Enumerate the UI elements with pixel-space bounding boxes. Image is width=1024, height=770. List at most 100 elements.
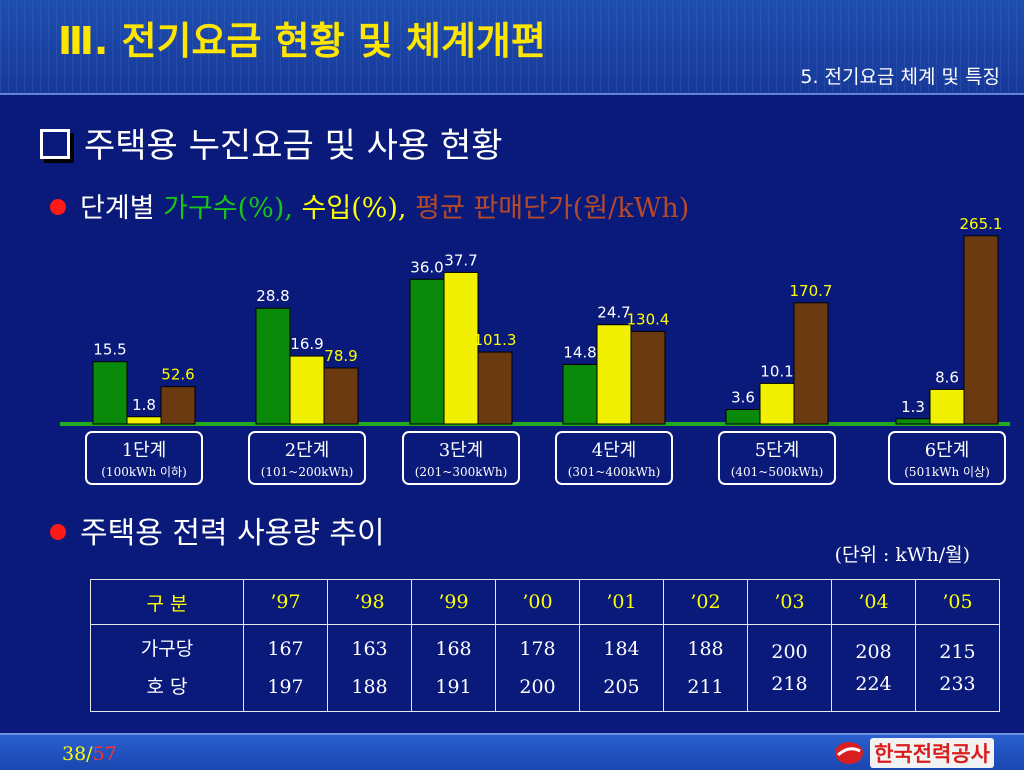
tier-label: 5단계 [755, 440, 800, 461]
tier-range-label: (501kWh 이상) [904, 465, 990, 479]
bar-price [323, 367, 359, 425]
bar-households [725, 409, 761, 425]
bar-revenue [759, 382, 795, 425]
cell-value: 205 [603, 676, 640, 698]
cell-value: 167 [267, 638, 304, 660]
tier-label: 3단계 [439, 440, 484, 461]
tier-range-label: (101~200kWh) [261, 465, 354, 479]
row-label-per-house: 호 당 [146, 676, 188, 698]
tier-label-box [248, 431, 366, 485]
company-logo: 한국전력공사 [834, 738, 994, 768]
data-label-households: 14.8 [563, 344, 596, 362]
section-heading-progressive-rates: 주택용 누진요금 및 사용 현황 [40, 118, 503, 167]
cell-value: 178 [519, 638, 556, 660]
page-number: 38/57 [62, 743, 117, 765]
bar-revenue [929, 388, 965, 425]
tier-range-label: (100kWh 이하) [101, 465, 187, 479]
kepco-logo-icon [835, 742, 864, 764]
tier-label: 1단계 [122, 440, 167, 461]
section1-title: 주택용 누진요금 및 사용 현황 [84, 126, 503, 166]
table-header-cell: 구 분 [90, 579, 244, 625]
data-label-revenue: 24.7 [597, 304, 630, 322]
table-cell-04: 208 224 [831, 624, 916, 712]
subhead-prefix: 단계별 [80, 193, 164, 224]
bar-revenue [289, 355, 325, 425]
tier-range-label: (201~300kWh) [415, 465, 508, 479]
bar-households [92, 361, 128, 425]
table-header-cell: ’02 [663, 579, 748, 625]
tier-label-box [85, 431, 203, 485]
cell-value: 191 [435, 676, 472, 698]
cell-value: 200 [771, 641, 808, 663]
table-cell-99: 168 191 [411, 624, 496, 712]
tier-bar-chart: 15.5 1.8 52.6 1단계 (100kWh 이하) 28.8 16.978.9 2단계… [60, 215, 1010, 485]
bar-revenue [126, 416, 162, 425]
data-label-price: 78.9 [324, 347, 357, 365]
slide-title: Ⅲ. 전기요금 현황 및 체계개편 [58, 19, 546, 63]
table-header-cell: ’97 [243, 579, 328, 625]
bar-households [409, 278, 445, 425]
checkbox-bullet-icon [40, 128, 70, 159]
tier-label-box [402, 431, 520, 485]
bar-revenue [596, 324, 632, 425]
cell-value: 184 [603, 638, 640, 660]
cell-value: 197 [267, 676, 304, 698]
bar-households [562, 364, 598, 425]
bar-households [895, 418, 931, 425]
table-cell-01: 184 205 [579, 624, 664, 712]
usage-table: 구 분 ’97 ’98 ’99 ’00 ’01 ’02 ’03 ’04 ’05 … [90, 579, 1000, 712]
table-header-row: 구 분 ’97 ’98 ’99 ’00 ’01 ’02 ’03 ’04 ’05 [90, 579, 1000, 625]
cell-value: 218 [771, 673, 808, 695]
bar-price [793, 302, 829, 425]
bar-price [160, 386, 196, 425]
cell-value: 188 [687, 638, 724, 660]
subhead-households: 가구수(%), [163, 193, 293, 224]
table-cell-03: 200 218 [747, 624, 832, 712]
red-dot-bullet-icon [50, 198, 66, 215]
table-header-cell: ’01 [579, 579, 664, 625]
red-dot-bullet-icon [50, 523, 66, 540]
section2-title: 주택용 전력 사용량 추이 [80, 516, 385, 551]
cell-value: 211 [687, 676, 724, 698]
table-cell-00: 178 200 [495, 624, 580, 712]
table-cell-98: 163 188 [327, 624, 412, 712]
cell-value: 208 [855, 641, 892, 663]
bar-revenue [443, 271, 479, 425]
bar-price [630, 330, 666, 425]
data-label-price: 101.3 [474, 331, 517, 349]
cell-value: 163 [351, 638, 388, 660]
cell-value: 168 [435, 638, 472, 660]
table-header-cell: ’05 [915, 579, 1000, 625]
slide-subtitle: 5. 전기요금 체계 및 특징 [800, 66, 1000, 88]
tier-label: 6단계 [925, 440, 970, 461]
page-current: 38/ [62, 743, 93, 765]
bar-price [477, 351, 513, 425]
logo-text: 한국전력공사 [870, 738, 994, 768]
tier-label-box [718, 431, 836, 485]
tier-label: 4단계 [592, 440, 637, 461]
cell-value: 188 [351, 676, 388, 698]
data-label-revenue: 8.6 [935, 368, 959, 386]
row-label-household: 가구당 [140, 638, 194, 660]
data-label-households: 3.6 [731, 389, 755, 407]
data-label-price: 52.6 [161, 366, 194, 384]
tier-range-label: (301~400kWh) [568, 465, 661, 479]
data-label-households: 28.8 [256, 287, 289, 305]
table-header-cell: ’99 [411, 579, 496, 625]
data-label-revenue: 37.7 [444, 251, 477, 269]
cell-value: 200 [519, 676, 556, 698]
tier-label-box [555, 431, 673, 485]
data-label-revenue: 10.1 [760, 362, 793, 380]
data-label-price: 170.7 [790, 282, 833, 300]
table-cell-02: 188 211 [663, 624, 748, 712]
subhead-price: 평균 판매단가(원/kWh) [415, 193, 690, 224]
footer-bar: 38/57 한국전력공사 [0, 733, 1024, 770]
section-heading-usage-trend: 주택용 전력 사용량 추이 [50, 508, 385, 552]
subhead-revenue: 수입(%), [301, 193, 407, 224]
table-header-cell: ’00 [495, 579, 580, 625]
table-unit-label: (단위 : kWh/월) [834, 544, 970, 566]
table-header-cell: ’03 [747, 579, 832, 625]
header-bar: Ⅲ. 전기요금 현황 및 체계개편 5. 전기요금 체계 및 특징 [0, 0, 1024, 95]
